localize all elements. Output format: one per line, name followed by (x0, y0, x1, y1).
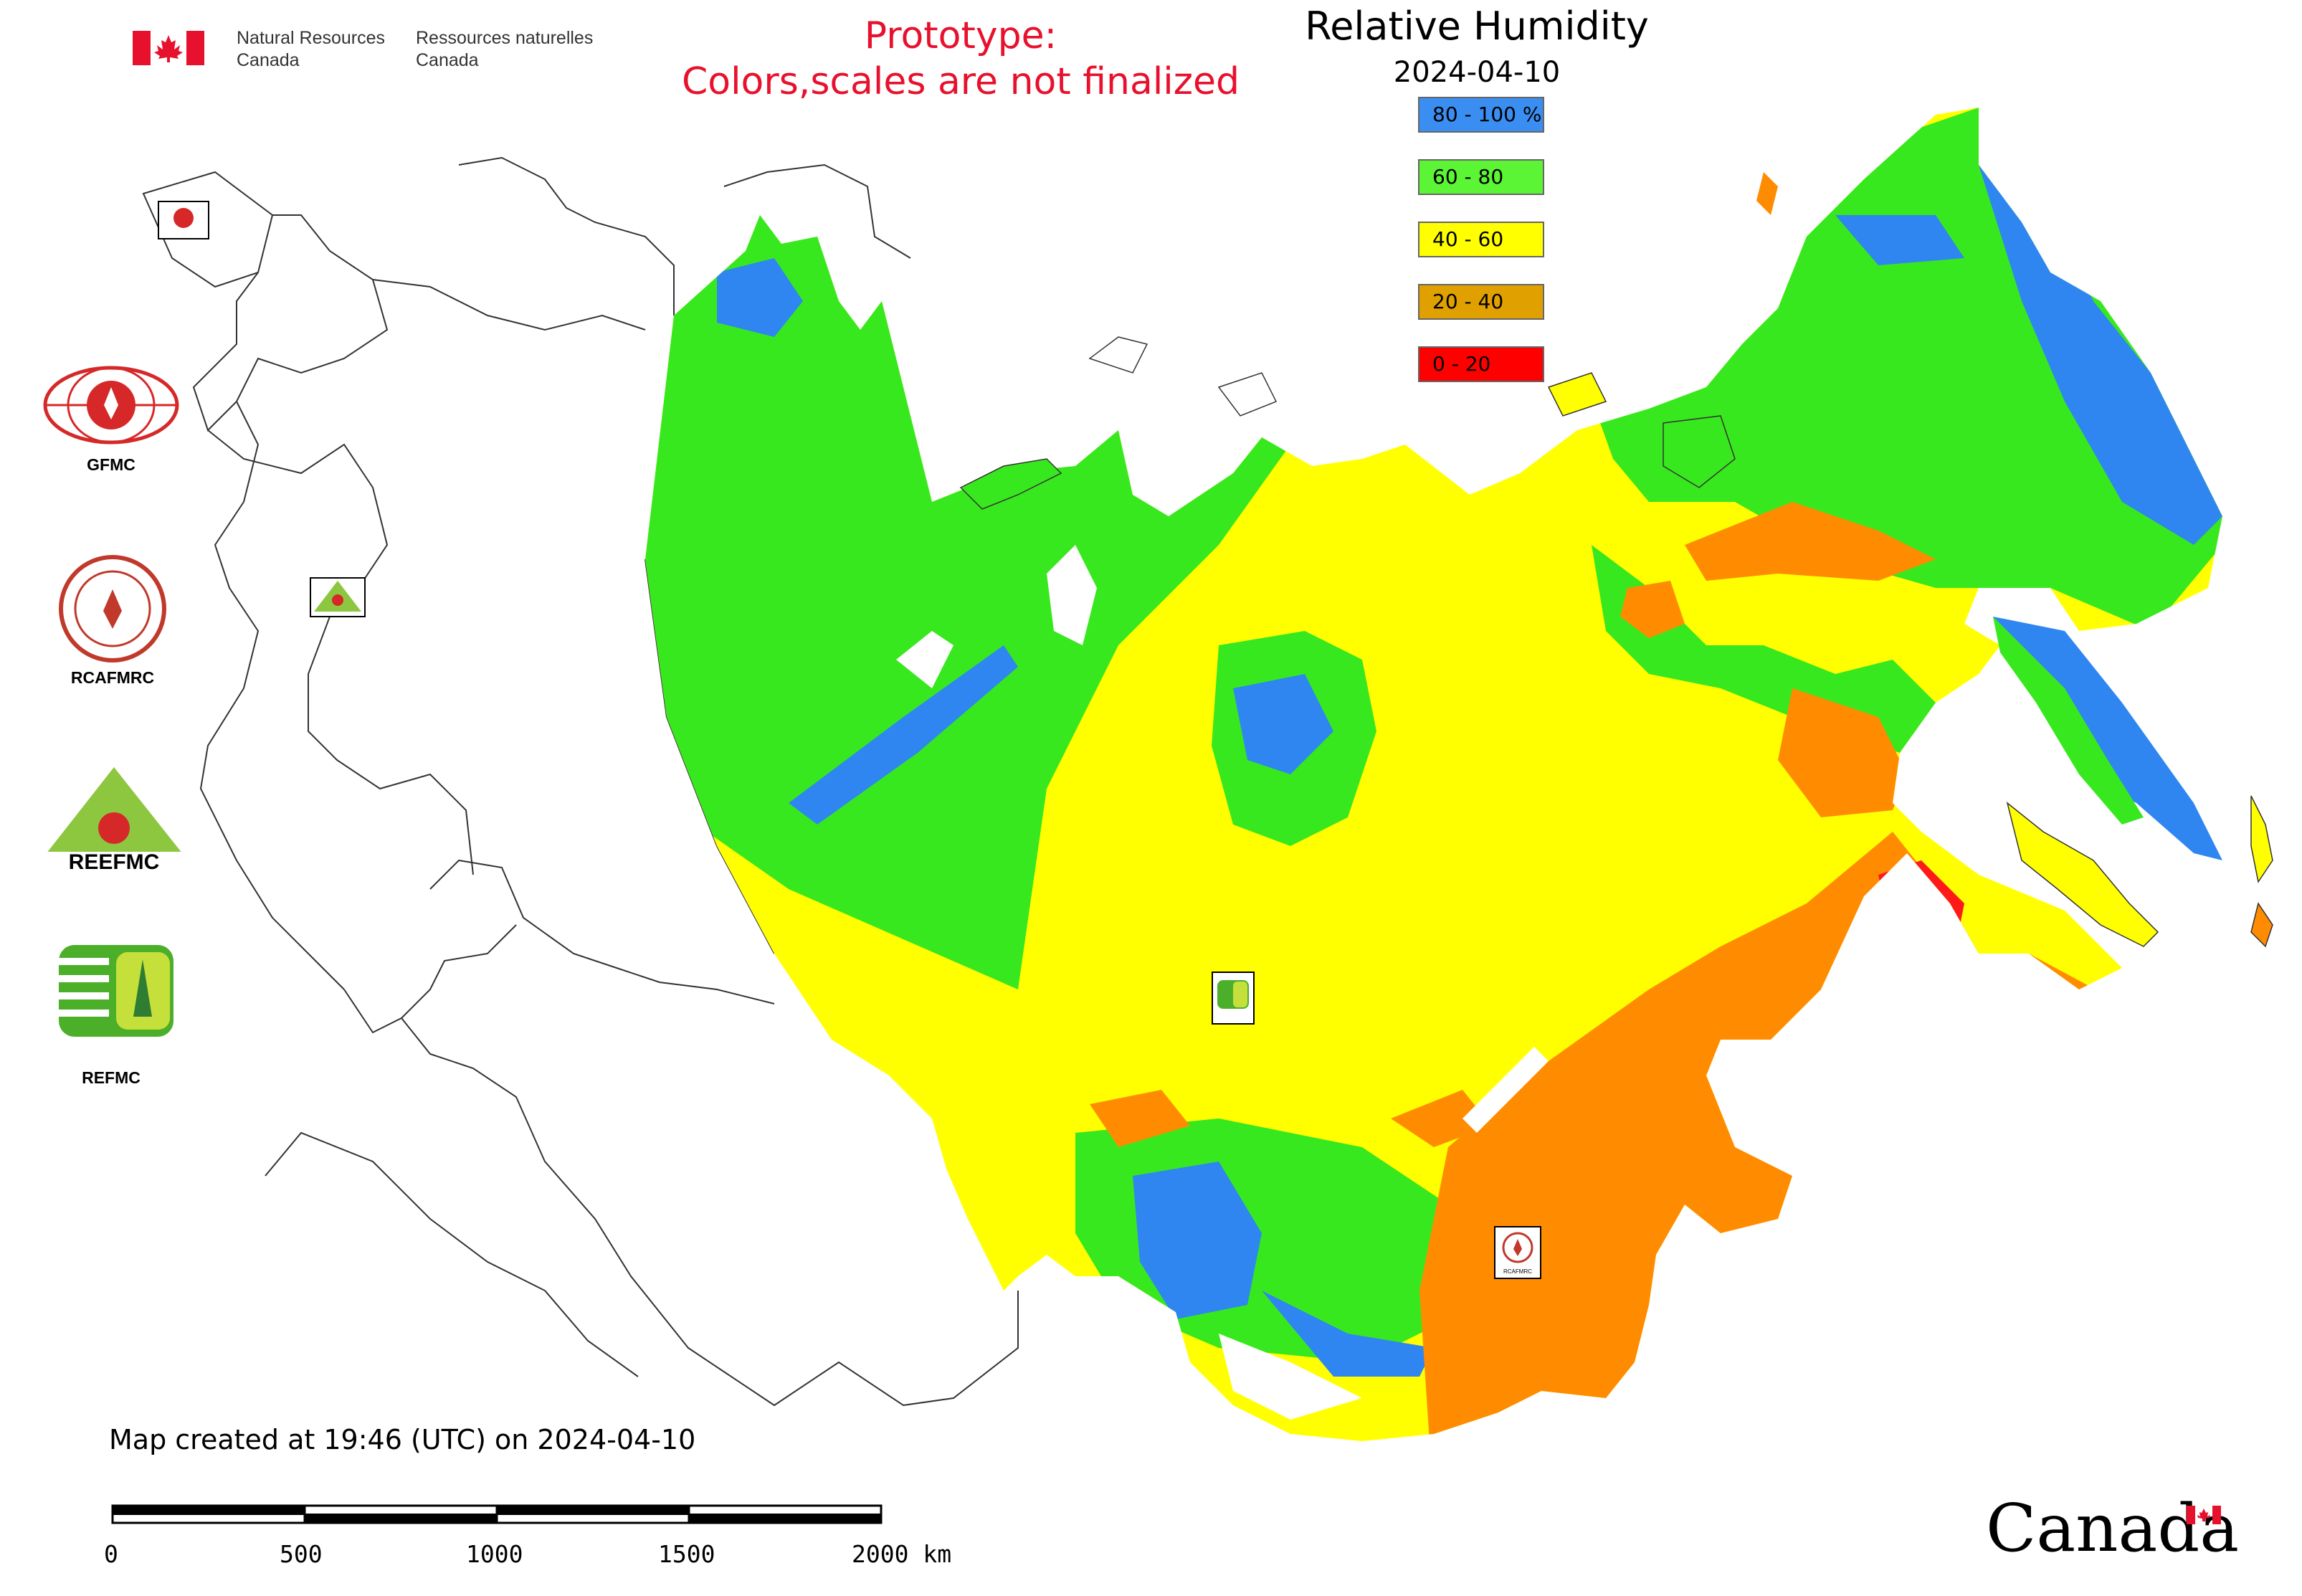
rcafmrc-marker-label: RCAFMRC (1503, 1268, 1532, 1275)
legend-item-60-80: 60 - 80 (1418, 159, 1544, 195)
canada-flag-icon (133, 31, 204, 65)
org-name-english-line1: Natural Resources (237, 28, 386, 48)
scale-bar (111, 1504, 883, 1524)
gfmc-logo-icon (43, 366, 179, 445)
org-name-french-line2: Canada (416, 50, 479, 70)
gfmc-marker-icon (158, 201, 209, 239)
prototype-notice: Prototype: Colors,scales are not finaliz… (645, 13, 1276, 105)
scale-label-1000: 1000 (466, 1540, 523, 1568)
legend-item-0-20: 0 - 20 (1418, 346, 1544, 382)
refmc-marker-icon (1212, 972, 1255, 1025)
scale-label-0: 0 (104, 1540, 118, 1568)
legend-title: Relative Humidity (1305, 4, 1649, 49)
reefmc-wordmark: REEFMC (69, 850, 160, 874)
rcafmrc-logo-icon (59, 555, 166, 662)
prototype-notice-line1: Prototype: (864, 14, 1057, 57)
gfmc-label: GFMC (87, 455, 135, 474)
legend-item-80-100: 80 - 100 % (1418, 97, 1544, 133)
reefmc-marker-icon (310, 577, 366, 617)
legend-item-40-60: 40 - 60 (1418, 222, 1544, 257)
refmc-label: REFMC (82, 1068, 141, 1087)
reefmc-logo-icon: REEFMC (41, 767, 188, 874)
scale-label-2000: 2000 km (852, 1540, 952, 1568)
map-created-text: Map created at 19:46 (UTC) on 2024-04-10 (109, 1424, 696, 1455)
prototype-notice-line2: Colors,scales are not finalized (681, 60, 1240, 103)
org-name-french-line1: Ressources naturelles (416, 28, 594, 48)
arctic-island (959, 458, 1062, 510)
scale-label-500: 500 (280, 1540, 323, 1568)
org-name-english-line2: Canada (237, 50, 300, 70)
wordmark-flag-icon (2187, 1506, 2221, 1524)
legend-item-20-40: 20 - 40 (1418, 284, 1544, 320)
scale-label-1500: 1500 (658, 1540, 715, 1568)
government-header: Natural Resources Canada Ressources natu… (133, 27, 606, 77)
refmc-logo-icon (59, 945, 173, 1037)
island-region (2006, 802, 2159, 947)
canada-wordmark: Canada (1986, 1490, 2240, 1567)
rcafmrc-marker-icon: RCAFMRC (1494, 1226, 1541, 1279)
legend-date: 2024-04-10 (1393, 56, 1561, 89)
rcafmrc-label: RCAFMRC (70, 668, 155, 687)
